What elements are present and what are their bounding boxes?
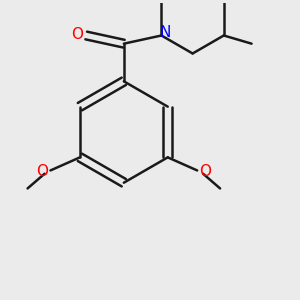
Text: O: O [36, 164, 48, 178]
Text: O: O [200, 164, 211, 178]
Text: O: O [71, 27, 83, 42]
Text: N: N [159, 26, 170, 40]
